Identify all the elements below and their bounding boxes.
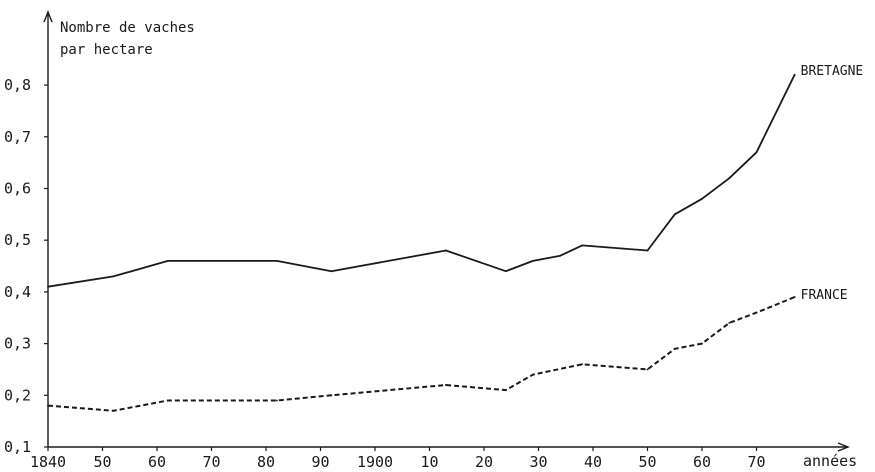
x-axis-arrow-icon	[837, 442, 850, 452]
data-point-bretagne	[701, 197, 703, 200]
x-tick-label: 60	[693, 453, 711, 471]
y-tick-label: 0,2	[4, 386, 31, 404]
data-point-bretagne	[793, 73, 796, 76]
data-point-france	[673, 347, 676, 350]
y-tick-label: 0,3	[4, 335, 31, 353]
x-axis-label: années	[803, 452, 857, 470]
x-tick-label: 50	[638, 453, 656, 471]
data-point-france	[112, 409, 115, 412]
data-point-france	[646, 368, 649, 371]
data-point-bretagne	[755, 151, 758, 154]
x-tick-label: 30	[529, 453, 547, 471]
data-point-bretagne	[167, 259, 169, 262]
x-tick-label: 70	[202, 453, 220, 471]
x-tick-label: 90	[311, 453, 329, 471]
series-label-bretagne: BRETAGNE	[801, 64, 864, 79]
y-tick-label: 0,5	[4, 231, 31, 249]
chart-title-line-1: Nombre de vaches	[60, 20, 195, 36]
data-point-france	[581, 363, 583, 366]
data-point-bretagne	[728, 177, 731, 180]
data-point-bretagne	[330, 270, 333, 273]
data-point-bretagne	[444, 249, 447, 252]
series-label-france: FRANCE	[801, 288, 848, 303]
series-group: BRETAGNE FRANCE	[47, 64, 863, 412]
y-ticks: 0,1 0,2 0,3 0,4 0,5 0,6 0,7 0,8	[4, 76, 48, 456]
data-point-bretagne	[504, 270, 507, 273]
y-tick-label: 0,1	[4, 438, 31, 456]
y-tick-label: 0,7	[4, 128, 31, 146]
data-point-bretagne	[47, 285, 49, 288]
x-tick-label: 50	[93, 453, 111, 471]
data-point-france	[47, 404, 49, 407]
chart-title: Nombre de vaches par hectare	[60, 20, 195, 58]
x-ticks: 1840 50 60 70 80 90 1900 10 20 30 40 50 60 70	[30, 447, 766, 471]
data-point-france	[167, 399, 169, 402]
x-tick-label: 20	[475, 453, 493, 471]
data-point-bretagne	[276, 259, 278, 262]
data-point-france	[532, 373, 534, 376]
data-point-bretagne	[581, 244, 583, 247]
data-point-france	[276, 399, 278, 402]
data-point-france	[728, 322, 731, 324]
data-point-bretagne	[559, 254, 562, 257]
data-point-france	[504, 389, 507, 392]
data-point-bretagne	[112, 275, 115, 278]
data-point-bretagne	[673, 213, 676, 216]
data-point-bretagne	[646, 249, 649, 252]
x-tick-label: 40	[584, 453, 602, 471]
data-point-france	[701, 342, 703, 345]
x-tick-label: 10	[420, 453, 438, 471]
data-point-france	[444, 384, 447, 386]
chart-title-line-2: par hectare	[60, 42, 153, 58]
y-axis-arrow-icon	[43, 10, 53, 23]
x-tick-label: 70	[747, 453, 765, 471]
series-line-france	[47, 296, 795, 412]
data-point-france	[755, 311, 758, 314]
y-tick-label: 0,6	[4, 180, 31, 198]
data-point-france	[330, 394, 333, 397]
x-tick-label: 60	[148, 453, 166, 471]
x-tick-label: 1840	[30, 453, 66, 471]
data-point-france	[793, 296, 796, 298]
x-tick-label: 80	[257, 453, 275, 471]
y-tick-label: 0,4	[4, 283, 31, 301]
x-tick-label: 1900	[357, 453, 393, 471]
data-point-bretagne	[532, 259, 534, 262]
y-tick-label: 0,8	[4, 76, 31, 94]
series-line-bretagne	[47, 74, 796, 288]
